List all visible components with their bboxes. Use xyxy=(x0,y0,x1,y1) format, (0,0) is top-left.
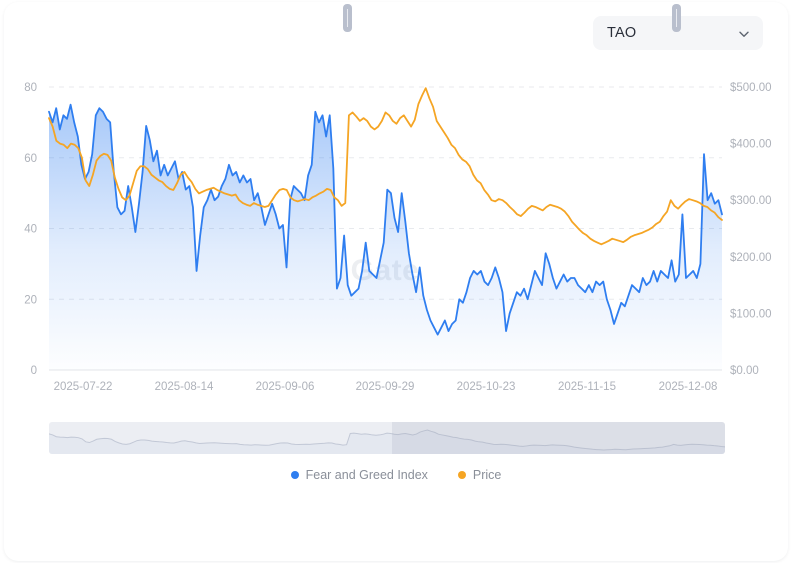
symbol-select-value: TAO xyxy=(607,25,637,41)
left-axis-tick: 80 xyxy=(24,82,37,94)
x-axis-tick: 2025-09-06 xyxy=(256,381,315,393)
legend-item-fear-and-greed-index[interactable]: Fear and Greed Index xyxy=(290,468,428,482)
left-axis-tick: 0 xyxy=(31,365,37,377)
right-axis-tick: $300.00 xyxy=(730,195,772,207)
brush-handle-left-grip xyxy=(347,9,348,27)
right-axis-tick: $500.00 xyxy=(730,82,772,94)
left-axis-tick: 40 xyxy=(24,224,37,236)
chart-header: TAO xyxy=(4,2,788,64)
brush-selection[interactable] xyxy=(392,422,725,454)
legend-dot-price xyxy=(457,471,466,479)
brush-handle-right-grip xyxy=(676,9,677,27)
left-axis-tick: 20 xyxy=(24,294,37,306)
x-axis-tick: 2025-11-15 xyxy=(558,381,616,393)
right-axis-tick: $200.00 xyxy=(730,252,772,264)
x-axis-tick: 2025-09-29 xyxy=(356,381,415,393)
chart-series-layer xyxy=(48,87,723,370)
left-axis-tick: 60 xyxy=(24,153,37,165)
x-axis-labels: 2025-07-22 2025-08-14 2025-09-06 2025-09-29… xyxy=(54,381,718,393)
x-axis-tick: 2025-12-08 xyxy=(659,381,718,393)
right-axis-labels: $0.00 $100.00 $200.00 $300.00 $400.00 $500.00 xyxy=(730,82,772,377)
left-axis-labels: 0 20 40 60 80 xyxy=(24,82,37,377)
chevron-down-icon xyxy=(738,27,750,39)
range-brush[interactable] xyxy=(49,422,725,454)
brush-sparkline xyxy=(49,429,725,454)
legend-dot-index xyxy=(290,471,299,479)
legend-item-price[interactable]: Price xyxy=(457,468,502,482)
x-axis-tick: 2025-08-14 xyxy=(155,381,214,393)
brush-handle-right[interactable] xyxy=(672,4,681,32)
right-axis-tick: $0.00 xyxy=(730,365,759,377)
x-axis-tick: 2025-10-23 xyxy=(457,381,516,393)
right-axis-tick: $100.00 xyxy=(730,308,772,320)
chart-legend: Fear and Greed Index Price xyxy=(4,468,788,482)
legend-label-price: Price xyxy=(472,468,502,482)
brush-handle-left[interactable] xyxy=(343,4,352,32)
legend-label-index: Fear and Greed Index xyxy=(305,468,428,482)
right-axis-tick: $400.00 xyxy=(730,139,772,151)
x-axis-tick: 2025-07-22 xyxy=(54,381,113,393)
